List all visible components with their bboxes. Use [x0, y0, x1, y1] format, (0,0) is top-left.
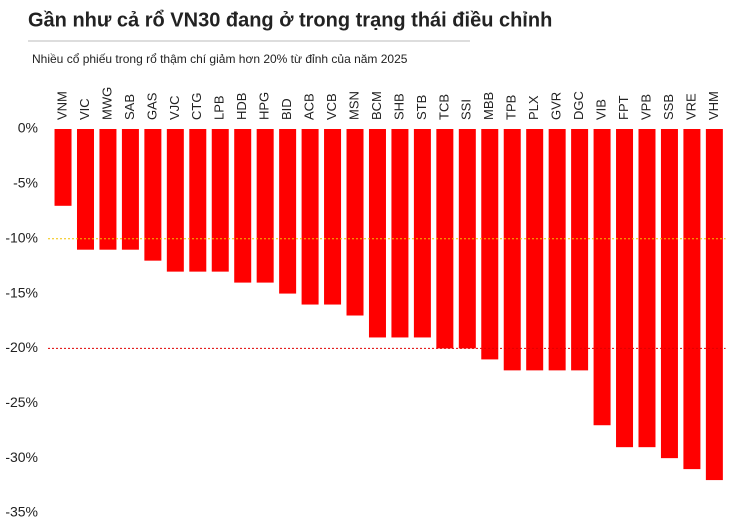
x-tick-label: STB: [414, 95, 429, 120]
bar: [279, 129, 297, 294]
x-tick-label: SSI: [459, 99, 474, 120]
bar: [166, 129, 184, 272]
x-tick-label: BCM: [369, 91, 384, 120]
x-tick-label: CTG: [189, 93, 204, 120]
bar: [413, 129, 431, 338]
y-tick-label: -35%: [5, 504, 38, 520]
x-tick-label: VNM: [54, 91, 69, 120]
y-tick-label: -5%: [13, 175, 38, 191]
bar: [458, 129, 476, 349]
x-tick-label: VJC: [167, 95, 182, 120]
bar: [301, 129, 319, 305]
bar: [54, 129, 72, 206]
x-tick-label: MWG: [99, 87, 114, 120]
bar: [189, 129, 207, 272]
x-tick-label: SSB: [661, 94, 676, 120]
chart-subtitle: Nhiều cổ phiếu trong rổ thậm chí giảm hơ…: [32, 52, 408, 66]
x-tick-label: FPT: [616, 95, 631, 120]
bar: [144, 129, 162, 261]
bar: [593, 129, 611, 426]
bar: [234, 129, 252, 283]
bar: [256, 129, 274, 283]
bar: [76, 129, 94, 250]
x-tick-label: ACB: [302, 93, 317, 120]
bar: [548, 129, 566, 371]
bar: [616, 129, 634, 448]
y-tick-label: -10%: [5, 229, 38, 245]
bar: [660, 129, 678, 459]
y-tick-label: -30%: [5, 449, 38, 465]
bar: [705, 129, 723, 481]
x-tick-label: DGC: [571, 91, 586, 120]
x-tick-label: VCB: [324, 93, 339, 120]
bar: [368, 129, 386, 338]
x-tick-label: TCB: [436, 94, 451, 120]
bar: [121, 129, 139, 250]
x-tick-label: HDB: [234, 93, 249, 120]
x-tick-label: LPB: [212, 95, 227, 120]
bar: [391, 129, 409, 338]
bar: [683, 129, 701, 470]
y-tick-label: 0%: [18, 120, 38, 136]
bar: [324, 129, 342, 305]
bar: [346, 129, 364, 316]
x-tick-label: HPG: [257, 92, 272, 120]
y-tick-label: -25%: [5, 394, 38, 410]
y-tick-label: -15%: [5, 284, 38, 300]
bar: [211, 129, 229, 272]
x-tick-label: MSN: [346, 91, 361, 120]
x-tick-label: TPB: [504, 95, 519, 120]
bar: [638, 129, 656, 448]
x-tick-label: VIC: [77, 98, 92, 120]
x-tick-label: VIB: [594, 99, 609, 120]
x-tick-label: SHB: [391, 93, 406, 120]
x-tick-label: GVR: [549, 92, 564, 120]
x-tick-label: MBB: [481, 92, 496, 120]
bar: [526, 129, 544, 371]
x-tick-label: VHM: [706, 91, 721, 120]
bar: [99, 129, 117, 250]
x-tick-label: VRE: [683, 93, 698, 120]
x-tick-label: SAB: [122, 94, 137, 120]
x-tick-label: PLX: [526, 95, 541, 120]
y-tick-label: -20%: [5, 339, 38, 355]
x-tick-label: BID: [279, 98, 294, 120]
bar: [503, 129, 521, 371]
chart-title: Gần như cả rổ VN30 đang ở trong trạng th…: [28, 9, 552, 31]
bar: [571, 129, 589, 371]
x-tick-label: VPB: [638, 94, 653, 120]
x-tick-label: GAS: [144, 92, 159, 120]
bar: [481, 129, 499, 360]
